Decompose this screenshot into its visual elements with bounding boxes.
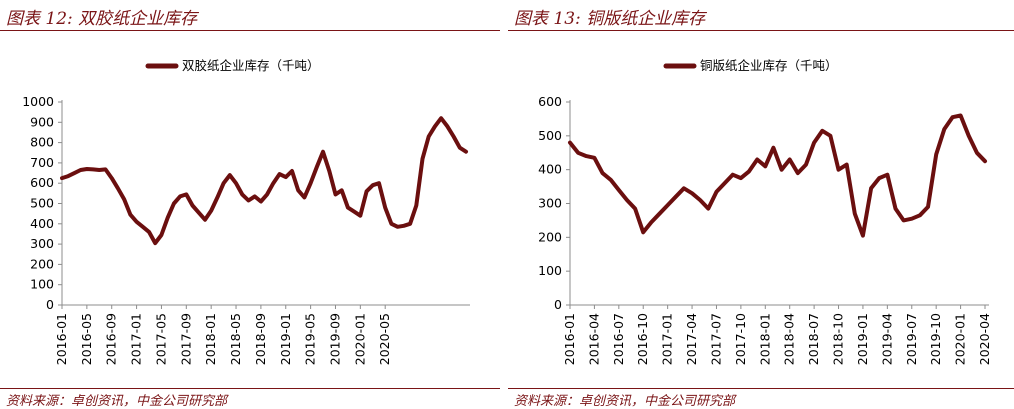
x-tick-label: 2019-07 [904,313,919,365]
y-tick-label: 200 [30,256,54,271]
x-tick-label: 2016-09 [104,313,119,365]
y-tick-label: 0 [46,297,54,312]
figure-title: 图表 13: 铜版纸企业库存 [514,9,706,29]
y-tick-label: 400 [30,216,54,231]
title-divider [508,30,1014,31]
series-line [60,116,468,246]
y-tick-label: 600 [30,175,54,190]
figure-panel-12: 图表 12: 双胶纸企业库存 双胶纸企业库存（千吨） 0 100 200 300 400… [0,0,500,409]
y-tick-labels: 0 100 200 300 400 500 600 [538,94,562,312]
y-tick-label: 500 [538,128,562,143]
x-tick-label: 2020-01 [352,313,367,365]
legend-label: 铜版纸企业库存（千吨） [700,58,838,73]
legend: 双胶纸企业库存（千吨） [145,58,320,73]
x-tick-label: 2018-10 [831,313,846,365]
y-tick-label: 0 [554,297,562,312]
y-tick-label: 900 [30,114,54,129]
legend: 铜版纸企业库存（千吨） [663,58,838,73]
x-tick-label: 2018-09 [253,313,268,365]
x-tick-label: 2017-10 [733,313,748,365]
axes [58,100,470,309]
x-tick-label: 2016-05 [79,313,94,365]
x-tick-label: 2016-01 [562,313,577,365]
x-tick-label: 2018-01 [203,313,218,365]
legend-label: 双胶纸企业库存（千吨） [182,58,320,73]
x-tick-label: 2020-01 [953,313,968,365]
y-tick-labels: 0 100 200 300 400 500 600 700 800 900 1000 [22,94,54,312]
x-tick-label: 2016-01 [54,313,69,365]
y-tick-label: 100 [538,263,562,278]
x-tick-label: 2016-10 [635,313,650,365]
x-tick-label: 2018-01 [757,313,772,365]
figure-panel-13: 图表 13: 铜版纸企业库存 铜版纸企业库存（千吨） 0 100 200 300 400… [508,0,1014,409]
source-divider [508,388,1014,389]
y-tick-label: 400 [538,162,562,177]
x-tick-label: 2017-05 [153,313,168,365]
x-tick-label: 2017-07 [708,313,723,365]
x-tick-label: 2019-01 [855,313,870,365]
x-tick-label: 2020-05 [377,313,392,365]
figure-title: 图表 12: 双胶纸企业库存 [6,9,198,29]
x-tick-label: 2019-05 [303,313,318,365]
x-tick-labels: 2016-01 2016-04 2016-07 2016-10 2017-01 2017-… [562,313,992,365]
x-tick-label: 2017-01 [660,313,675,365]
title-divider [0,30,500,31]
x-tick-label: 2018-07 [806,313,821,365]
y-tick-label: 700 [30,155,54,170]
x-tick-label: 2016-04 [586,313,601,365]
x-tick-label: 2019-04 [879,313,894,365]
y-tick-label: 300 [538,196,562,211]
y-tick-label: 500 [30,196,54,211]
x-tick-label: 2018-05 [228,313,243,365]
x-tick-label: 2018-04 [782,313,797,365]
x-tick-label: 2019-09 [327,313,342,365]
x-tick-label: 2019-01 [278,313,293,365]
source-divider [0,388,500,389]
x-tick-label: 2016-07 [611,313,626,365]
source-note: 资料来源：卓创资讯，中金公司研究部 [6,394,228,409]
source-note: 资料来源：卓创资讯，中金公司研究部 [514,394,736,409]
y-tick-label: 100 [30,277,54,292]
line-chart-duplex-paper-inventory: 双胶纸企业库存（千吨） 0 100 200 300 400 500 600 700 800 900… [22,58,470,365]
x-tick-label: 2017-09 [178,313,193,365]
x-tick-labels: 2016-01 2016-05 2016-09 2017-01 2017-05 2017-… [54,313,392,365]
y-tick-label: 200 [538,229,562,244]
axes [566,100,989,309]
y-tick-label: 1000 [22,94,54,109]
y-tick-label: 600 [538,94,562,109]
y-tick-label: 800 [30,135,54,150]
x-tick-label: 2017-04 [684,313,699,365]
y-tick-label: 300 [30,236,54,251]
x-tick-label: 2019-10 [928,313,943,365]
x-tick-label: 2017-01 [129,313,144,365]
x-tick-label: 2020-04 [977,313,992,365]
series-line [568,113,987,238]
